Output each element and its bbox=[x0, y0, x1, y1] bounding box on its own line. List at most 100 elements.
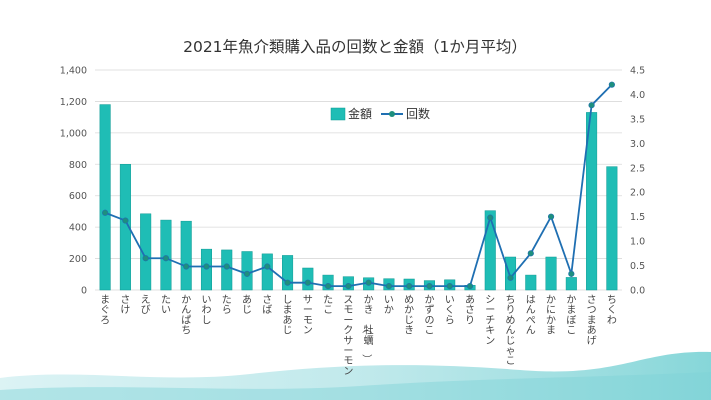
line-marker bbox=[406, 282, 413, 290]
category-label: まぐろ bbox=[100, 294, 110, 326]
bar bbox=[565, 277, 577, 291]
category-label: たい bbox=[161, 294, 171, 316]
category-label: あじ bbox=[242, 294, 252, 316]
line-marker bbox=[284, 279, 291, 286]
category-label: たこ bbox=[323, 294, 333, 316]
line-marker bbox=[122, 217, 129, 224]
bar bbox=[241, 251, 253, 291]
line-marker bbox=[365, 279, 372, 286]
left-tick-label: 1,200 bbox=[60, 97, 87, 108]
right-tick-label: 4.0 bbox=[630, 90, 645, 101]
line-marker bbox=[385, 282, 393, 290]
line-marker bbox=[608, 81, 615, 88]
line-marker bbox=[324, 282, 332, 290]
category-label: かき（牡蠣） bbox=[361, 294, 374, 364]
category-label: かにかま bbox=[546, 294, 556, 337]
line-series bbox=[102, 81, 615, 290]
bar bbox=[160, 219, 172, 291]
legend-label-bar: 金額 bbox=[348, 106, 372, 121]
category-label: さば bbox=[262, 294, 272, 316]
bar bbox=[140, 213, 152, 291]
category-label: ちりめんじゃこ bbox=[506, 294, 516, 367]
line-marker bbox=[446, 282, 453, 290]
line-marker bbox=[507, 274, 514, 281]
left-tick-label: 400 bbox=[69, 223, 87, 234]
bar bbox=[504, 256, 517, 291]
legend-swatch-bar bbox=[330, 107, 346, 121]
line-marker bbox=[203, 263, 210, 270]
line-marker bbox=[466, 282, 474, 290]
left-tick-label: 1,000 bbox=[60, 128, 87, 139]
bar bbox=[322, 274, 334, 291]
left-tick-label: 800 bbox=[69, 160, 87, 171]
category-label: シーチキン bbox=[485, 295, 495, 347]
category-label: しまあじ bbox=[283, 294, 293, 337]
line-marker bbox=[142, 255, 149, 262]
category-label: かんぱち bbox=[181, 294, 191, 337]
category-label: かまぼこ bbox=[566, 294, 576, 337]
line-marker bbox=[426, 282, 433, 290]
line-marker bbox=[183, 263, 190, 270]
bar bbox=[221, 249, 233, 291]
line-marker bbox=[264, 263, 271, 270]
line-marker bbox=[243, 270, 251, 277]
bar bbox=[99, 104, 111, 291]
legend-swatch-marker bbox=[389, 111, 395, 117]
right-tick-label: 4.5 bbox=[630, 66, 645, 77]
line-marker bbox=[102, 209, 109, 216]
bar bbox=[545, 256, 557, 291]
right-tick-label: 0.0 bbox=[630, 286, 645, 297]
left-tick-label: 0 bbox=[81, 286, 87, 297]
legend: 金額 回数 bbox=[330, 106, 430, 121]
left-tick-label: 1,400 bbox=[60, 66, 87, 77]
category-label: かずのこ bbox=[424, 294, 434, 337]
right-tick-label: 0.5 bbox=[630, 261, 645, 272]
bar bbox=[261, 253, 273, 291]
category-label: いわし bbox=[201, 295, 211, 326]
left-tick-label: 200 bbox=[69, 254, 87, 265]
gridlines bbox=[95, 69, 622, 291]
bar bbox=[119, 164, 131, 291]
right-axis: 0.0 0.5 1.0 1.5 2.0 2.5 3.0 3.5 4.0 4.5 bbox=[630, 66, 645, 297]
line-marker bbox=[345, 282, 352, 290]
right-tick-label: 3.0 bbox=[630, 139, 645, 150]
category-label: たら bbox=[222, 294, 232, 316]
line-marker bbox=[162, 255, 170, 262]
line-marker bbox=[568, 270, 575, 277]
category-label: いか bbox=[384, 295, 394, 316]
bar bbox=[606, 166, 618, 291]
line-path bbox=[104, 84, 613, 287]
chart-title: 2021年魚介類購入品の回数と金額（1か月平均） bbox=[183, 38, 527, 56]
right-tick-label: 2.5 bbox=[630, 163, 645, 174]
category-label: スモークサーモン bbox=[343, 295, 353, 377]
right-tick-label: 3.5 bbox=[630, 114, 645, 125]
bar bbox=[282, 255, 294, 291]
category-label: ちくわ bbox=[607, 294, 617, 326]
category-label: サーモン bbox=[303, 294, 313, 337]
line-marker bbox=[527, 250, 534, 257]
category-label: えび bbox=[141, 294, 151, 316]
right-tick-label: 1.5 bbox=[630, 212, 645, 223]
line-marker bbox=[547, 213, 555, 220]
bar bbox=[525, 274, 537, 291]
category-label: いくら bbox=[445, 295, 455, 326]
line-marker bbox=[223, 263, 230, 270]
left-tick-label: 600 bbox=[69, 191, 87, 202]
line-marker bbox=[304, 279, 311, 286]
category-label: めかじき bbox=[404, 294, 414, 337]
bar bbox=[484, 210, 496, 291]
category-label: あさり bbox=[465, 294, 475, 326]
line-marker bbox=[588, 102, 595, 109]
line-marker bbox=[487, 214, 494, 221]
bar-series bbox=[99, 104, 618, 291]
bar bbox=[180, 220, 192, 291]
left-axis: 0 200 400 600 800 1,000 1,200 1,400 bbox=[60, 66, 87, 297]
category-label: さつまあげ bbox=[587, 294, 597, 347]
right-tick-label: 2.0 bbox=[630, 188, 645, 199]
bar bbox=[302, 267, 314, 291]
category-label: さけ bbox=[120, 294, 130, 316]
right-tick-label: 1.0 bbox=[630, 237, 645, 248]
